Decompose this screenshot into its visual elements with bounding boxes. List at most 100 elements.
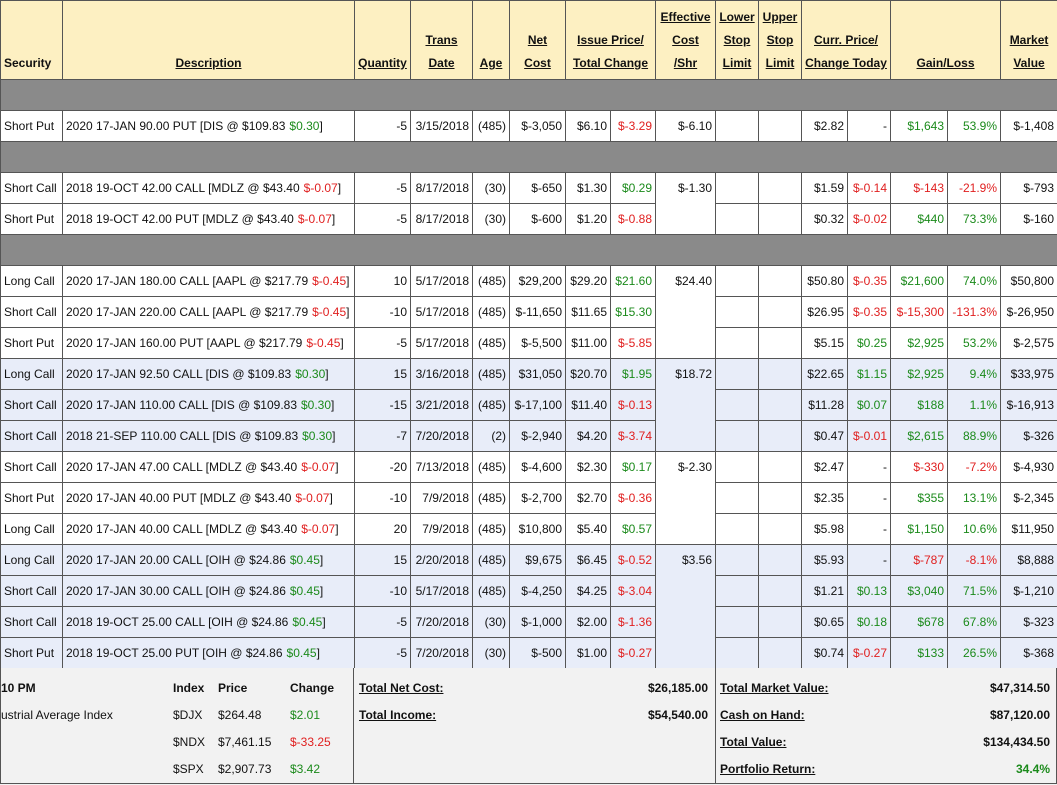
description: 2020 17-JAN 20.00 CALL [OIH @ $24.86 $0.4… [62,544,355,576]
gain-loss: $-330 [890,451,949,483]
issue-price: $29.20 [565,265,611,297]
lower-stop [715,575,759,607]
underlying-change: $0.30 [289,119,320,133]
gain-percent: 88.9% [947,420,1002,452]
issue-price: $1.00 [565,637,611,669]
trans-date: 7/9/2018 [410,513,473,545]
index-cell: $3.42 [290,762,321,776]
description-text: 2020 17-JAN 30.00 CALL [OIH @ $24.86 [66,584,286,598]
underlying-change: $-0.07 [297,212,332,226]
underlying-change: $0.45 [289,584,320,598]
current-price: $5.15 [801,327,848,359]
change-today: - [846,513,892,545]
description: 2018 19-OCT 42.00 CALL [MDLZ @ $43.40 $-0… [62,172,355,204]
gain-percent: 13.1% [947,482,1002,514]
issue-price: $11.65 [565,296,611,328]
index-cell: $DJX [173,708,203,722]
lower-stop [715,451,759,483]
current-price: $5.93 [801,544,848,576]
description: 2020 17-JAN 90.00 PUT [DIS @ $109.83 $0.3… [62,110,355,142]
trans-date: 7/20/2018 [410,606,473,638]
header-text: Age [479,56,503,70]
effective-cost: $-6.10 [655,110,716,142]
issue-price: $11.40 [565,389,611,421]
gain-loss: $-15,300 [890,296,949,328]
column-header: Upper Stop Limit [758,0,802,80]
change-today: $0.18 [846,606,892,638]
description-text: 2018 19-OCT 25.00 CALL [OIH @ $24.86 [66,615,289,629]
description-end: ] [316,646,320,660]
header-text: /Shr [673,56,698,70]
issue-price: $20.70 [565,358,611,390]
market-value: $-4,930 [1000,451,1057,483]
header-text: Security [4,56,52,70]
market-value: $-793 [1000,172,1057,204]
position-row: Short Call 2020 17-JAN 220.00 CALL [AAPL … [0,296,1057,328]
upper-stop [758,544,802,576]
effective-cost: $18.72 [655,358,716,452]
header-text: Date [428,56,455,70]
underlying-change: $-0.07 [301,522,336,536]
total-change: $0.17 [610,451,656,483]
upper-stop [758,637,802,669]
column-header: Gain/Loss [890,0,1002,80]
description: 2018 19-OCT 42.00 PUT [MDLZ @ $43.40 $-0.… [62,203,355,235]
gain-percent: -8.1% [947,544,1002,576]
age: (485) [472,358,510,390]
net-cost: $29,200 [509,265,566,297]
age: (485) [472,513,510,545]
quantity: -5 [354,203,411,235]
market-value: $11,950 [1000,513,1057,545]
header-text: Change Today [805,56,887,70]
total-change: $-0.52 [610,544,656,576]
gain-loss: $2,615 [890,420,949,452]
value-panel: Total Market Value: $47,314.50 Cash on Han… [715,668,1057,784]
security: Short Call [0,451,63,483]
upper-stop [758,172,802,204]
quantity: -10 [354,296,411,328]
header-text: Stop [723,33,751,47]
description-end: ] [335,522,339,536]
description-text: 2020 17-JAN 20.00 CALL [OIH @ $24.86 [66,553,286,567]
total-value: $87,120.00 [989,708,1050,722]
description: 2020 17-JAN 40.00 CALL [MDLZ @ $43.40 $-0… [62,513,355,545]
gain-percent: 53.2% [947,327,1002,359]
group-separator [0,141,1057,173]
column-header: Trans Date [410,0,473,80]
net-cost: $-11,650 [509,296,566,328]
position-row: Long Call 2020 17-JAN 180.00 CALL [AAPL @… [0,265,1057,359]
gain-percent: 73.3% [947,203,1002,235]
description-text: 2020 17-JAN 160.00 PUT [AAPL @ $217.79 [66,336,303,350]
header-text: Cost [524,56,551,70]
quantity: 20 [354,513,411,545]
position-row: Short Call 2018 19-OCT 25.00 CALL [OIH @ … [0,606,1057,638]
effective-cost: $24.40 [655,265,716,359]
header-text: Curr. Price/ [813,33,879,47]
gain-percent: 9.4% [947,358,1002,390]
index-cell: $7,461.15 [218,735,272,749]
position-row: Long Call 2020 17-JAN 40.00 CALL [MDLZ @ … [0,513,1057,545]
net-cost: $-1,000 [509,606,566,638]
position-row: Short Call 2018 21-SEP 110.00 CALL [DIS @… [0,420,1057,452]
quantity: 15 [354,358,411,390]
total-change: $15.30 [610,296,656,328]
current-price: $11.28 [801,389,848,421]
net-cost: $-600 [509,203,566,235]
position-row: Short Put 2020 17-JAN 90.00 PUT [DIS @ $1… [0,110,1057,142]
description-end: ] [329,491,333,505]
age: (485) [472,265,510,297]
market-value: $-326 [1000,420,1057,452]
upper-stop [758,513,802,545]
change-today: $-0.27 [846,637,892,669]
issue-price: $2.00 [565,606,611,638]
net-cost: $-3,050 [509,110,566,142]
trans-date: 7/13/2018 [410,451,473,483]
header-text: Description [175,56,242,70]
quantity: 10 [354,265,411,297]
total-change: $0.29 [610,172,656,204]
description: 2020 17-JAN 220.00 CALL [AAPL @ $217.79 $… [62,296,355,328]
description-text: 2020 17-JAN 92.50 CALL [DIS @ $109.83 [66,367,292,381]
lower-stop [715,637,759,669]
change-today: $-0.02 [846,203,892,235]
underlying-change: $-0.07 [295,491,330,505]
